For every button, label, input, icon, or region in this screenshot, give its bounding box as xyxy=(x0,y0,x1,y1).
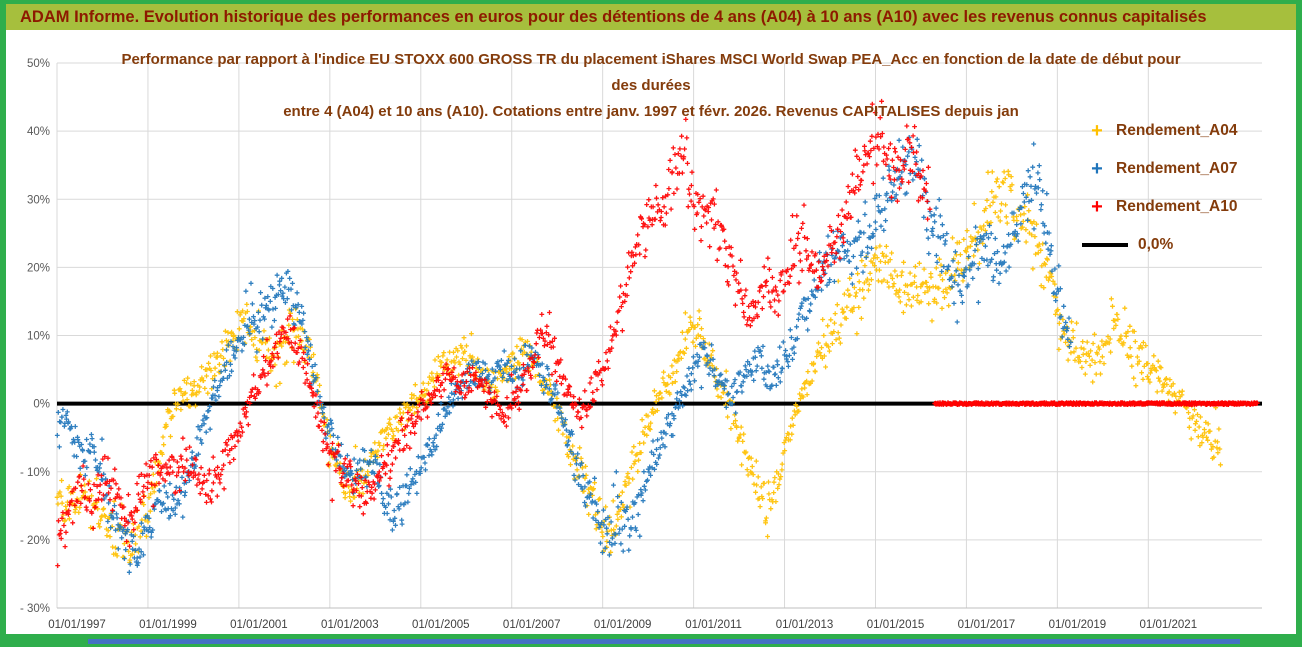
chart-title-line-2: des durées xyxy=(611,77,691,94)
y-tick-label: 40% xyxy=(27,126,50,138)
bottom-scrollbar-strip[interactable] xyxy=(88,639,1240,644)
legend-item-rendement-a07[interactable]: + Rendement_A07 xyxy=(1082,150,1237,188)
data-series xyxy=(54,98,1262,575)
x-tick-label: 01/01/1999 xyxy=(139,619,197,631)
series-Rendement_A10 xyxy=(55,98,933,568)
chart-title: Performance par rapport à l'indice EU ST… xyxy=(116,47,1186,125)
x-tick-label: 01/01/2015 xyxy=(867,619,925,631)
y-tick-label: - 20% xyxy=(20,535,50,547)
series-Rendement_A07 xyxy=(54,106,1074,575)
x-tick-label: 01/01/2011 xyxy=(685,619,742,631)
legend-label: Rendement_A04 xyxy=(1116,122,1238,139)
legend-item-zero-line[interactable]: 0,0% xyxy=(1082,226,1237,264)
x-tick-label: 01/01/1997 xyxy=(48,619,106,631)
x-tick-label: 01/01/2001 xyxy=(230,619,288,631)
legend-item-rendement-a04[interactable]: + Rendement_A04 xyxy=(1082,112,1237,150)
chart-legend: + Rendement_A04 + Rendement_A07 + Rendem… xyxy=(1082,112,1237,264)
legend-item-rendement-a10[interactable]: + Rendement_A10 xyxy=(1082,188,1237,226)
x-tick-label: 01/01/2003 xyxy=(321,619,379,631)
y-tick-label: - 10% xyxy=(20,467,50,479)
x-tick-label: 01/01/2021 xyxy=(1140,619,1198,631)
y-tick-label: - 30% xyxy=(20,603,50,615)
y-tick-label: 30% xyxy=(27,194,50,206)
plus-marker-a07-icon: + xyxy=(1091,158,1103,180)
axis-labels: 50% 40% 30% 20% 10% 0% - 10% - 20% - 30% 01/01/19… xyxy=(20,58,1197,631)
x-tick-label: 01/01/2005 xyxy=(412,619,470,631)
y-tick-label: 50% xyxy=(27,58,50,70)
plus-marker-a10-icon: + xyxy=(1091,196,1103,218)
x-tick-label: 01/01/2009 xyxy=(594,619,652,631)
series-Rendement_A04 xyxy=(54,168,1223,565)
legend-label: 0,0% xyxy=(1138,236,1174,253)
series-Rendement_A10-flat-zero xyxy=(932,400,1260,407)
x-tick-label: 01/01/2007 xyxy=(503,619,561,631)
y-tick-label: 20% xyxy=(27,262,50,274)
x-tick-label: 01/01/2017 xyxy=(958,619,1016,631)
x-tick-label: 01/01/2013 xyxy=(776,619,834,631)
x-tick-label: 01/01/2019 xyxy=(1049,619,1107,631)
y-tick-label: 0% xyxy=(33,399,50,411)
y-tick-label: 10% xyxy=(27,331,50,343)
legend-label: Rendement_A07 xyxy=(1116,160,1238,177)
chart-title-line-1: Performance par rapport à l'indice EU ST… xyxy=(121,51,1181,68)
page-title: ADAM Informe. Evolution historique des p… xyxy=(6,4,1296,30)
zero-line-sample xyxy=(1082,243,1128,247)
plus-marker-a04-icon: + xyxy=(1091,120,1103,142)
legend-label: Rendement_A10 xyxy=(1116,198,1238,215)
chart-title-line-3: entre 4 (A04) et 10 ans (A10). Cotations… xyxy=(283,103,1019,120)
